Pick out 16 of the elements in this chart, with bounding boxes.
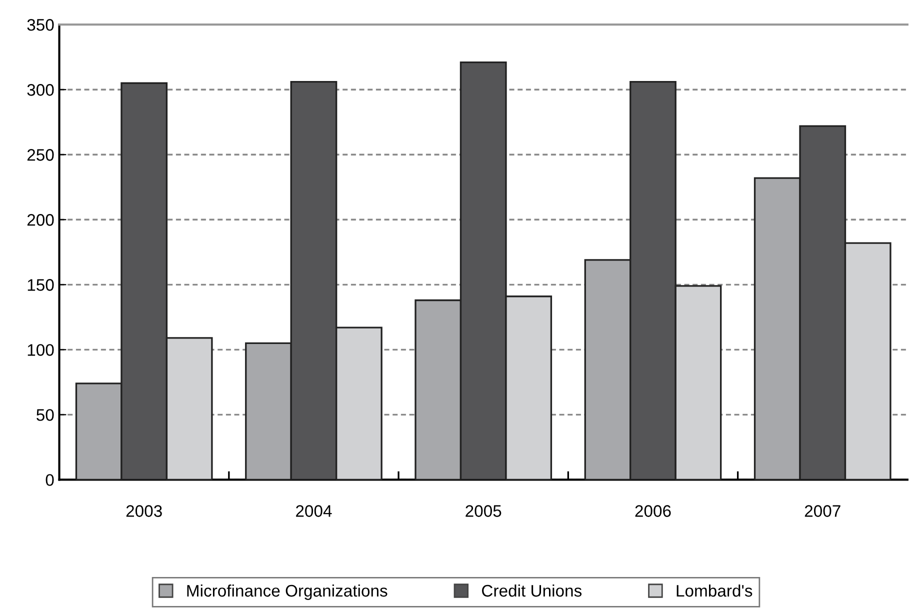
x-tick-label: 2005 — [466, 505, 502, 517]
y-tick-label: 100 — [28, 344, 54, 356]
x-tick-label: 2006 — [635, 505, 671, 517]
x-tick-label: 2003 — [126, 505, 162, 517]
x-tick-label: 2004 — [296, 505, 332, 517]
y-tick-label: 250 — [27, 149, 54, 161]
y-tick-label: 300 — [27, 84, 54, 96]
legend-label: Credit Unions — [482, 584, 582, 597]
y-tick-label: 350 — [27, 19, 54, 31]
legend-label: Lombard's — [676, 584, 752, 597]
y-tick-label: 150 — [28, 279, 54, 291]
y-tick-label: 200 — [27, 214, 54, 226]
y-tick-label: 0 — [46, 474, 54, 486]
y-tick-label: 50 — [36, 409, 54, 421]
legend-label: Microfinance Organizations — [187, 584, 388, 600]
x-tick-label: 2007 — [804, 505, 840, 517]
